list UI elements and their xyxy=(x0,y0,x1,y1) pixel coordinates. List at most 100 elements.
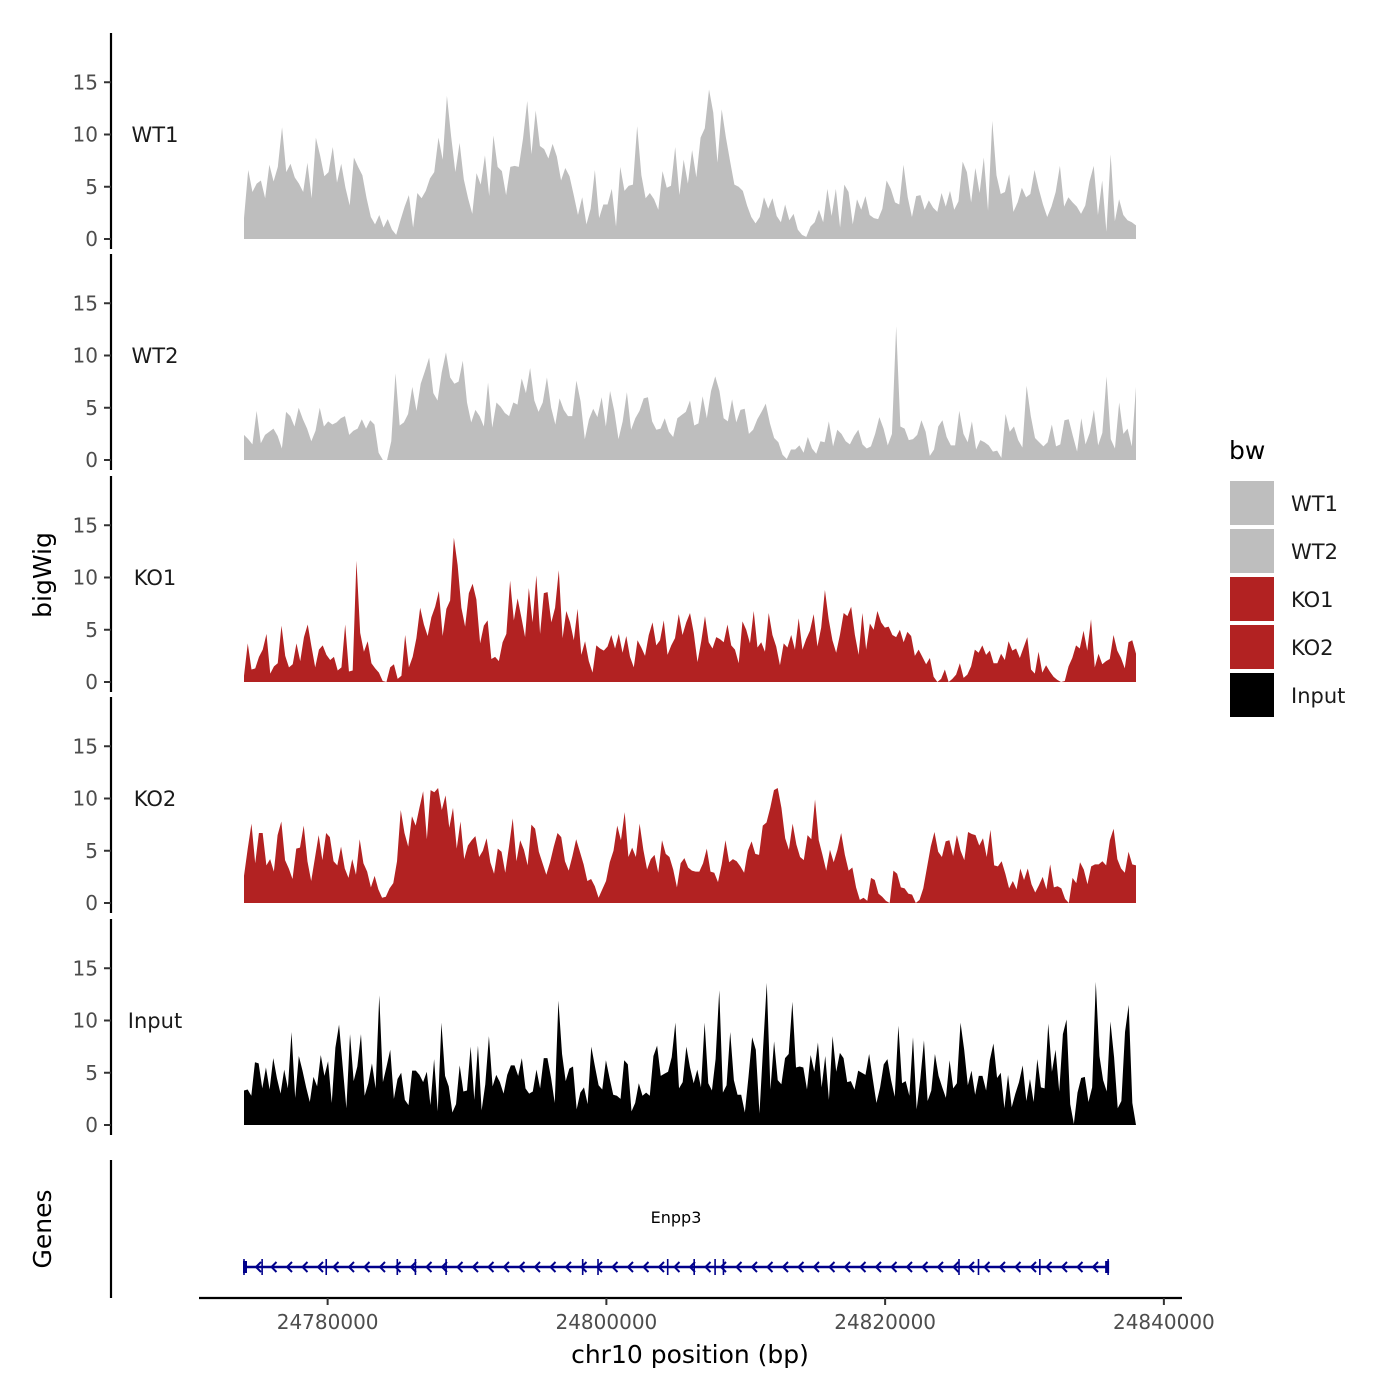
legend-swatch-ko1 xyxy=(1228,575,1276,623)
gene-strand-arrow-10 xyxy=(409,1261,417,1273)
gene-strand-arrow-3 xyxy=(301,1261,309,1273)
gene-strand-arrow-52 xyxy=(1060,1261,1068,1273)
gene-strand-arrow-26 xyxy=(657,1261,665,1273)
y-tick-label-input-5: 5 xyxy=(85,1061,98,1085)
gene-strand-arrow-35 xyxy=(797,1261,805,1273)
gene-strand-arrow-36 xyxy=(812,1261,820,1273)
gene-strand-arrow-37 xyxy=(828,1261,836,1273)
y-tick-label-wt2-5: 5 xyxy=(85,396,98,420)
gene-strand-arrow-54 xyxy=(1091,1261,1099,1273)
gene-strand-arrow-12 xyxy=(440,1261,448,1273)
gene-strand-arrow-1 xyxy=(270,1261,278,1273)
y-tick-label-wt1-5: 5 xyxy=(85,175,98,199)
gene-strand-arrow-46 xyxy=(967,1261,975,1273)
y-tick-label-wt2-0: 0 xyxy=(85,448,98,472)
y-tick-label-wt1-15: 15 xyxy=(73,70,98,94)
track-panel-ko2: 0 5 10 15 KO2 xyxy=(73,697,1136,915)
track-panel-ko1: 0 5 10 15 KO1 xyxy=(73,476,1136,694)
x-tick-label-24780000: 24780000 xyxy=(277,1310,379,1334)
legend-title: bw xyxy=(1229,436,1265,465)
track-label-ko1: KO1 xyxy=(134,566,177,590)
gene-strand-arrow-5 xyxy=(332,1261,340,1273)
gene-strand-arrow-53 xyxy=(1076,1261,1084,1273)
gene-start-cap-enpp3 xyxy=(243,1261,247,1273)
track-label-wt1: WT1 xyxy=(132,123,179,147)
gene-model-enpp3 xyxy=(243,1259,1110,1275)
genes-panel: Enpp3 xyxy=(109,1160,1110,1298)
track-panel-wt1: 0 5 10 15 WT1 xyxy=(73,33,1136,251)
gene-strand-arrow-48 xyxy=(998,1261,1006,1273)
gene-strand-arrow-33 xyxy=(766,1261,774,1273)
area-ko1 xyxy=(244,537,1136,682)
gene-strand-arrow-2 xyxy=(285,1261,293,1273)
gene-strand-arrow-49 xyxy=(1014,1261,1022,1273)
y-tick-label-ko2-0: 0 xyxy=(85,891,98,915)
area-ko2 xyxy=(244,788,1136,903)
gene-strand-arrow-20 xyxy=(564,1261,572,1273)
gene-strand-arrow-27 xyxy=(673,1261,681,1273)
gene-strand-arrow-41 xyxy=(890,1261,898,1273)
gene-strand-arrow-38 xyxy=(843,1261,851,1273)
gene-strand-arrow-40 xyxy=(874,1261,882,1273)
gene-strand-arrow-25 xyxy=(642,1261,650,1273)
gene-strand-arrow-21 xyxy=(580,1261,588,1273)
area-wt2 xyxy=(244,326,1136,460)
track-panel-input: 0 5 10 15 Input xyxy=(73,919,1136,1137)
legend-label-ko1: KO1 xyxy=(1291,588,1334,612)
track-label-input: Input xyxy=(128,1009,182,1033)
gene-strand-arrow-0 xyxy=(254,1261,262,1273)
track-label-ko2: KO2 xyxy=(134,787,177,811)
x-axis: 24780000 24800000 24820000 24840000 xyxy=(199,1296,1215,1334)
x-tick-label-24840000: 24840000 xyxy=(1113,1310,1215,1334)
y-tick-label-ko2-10: 10 xyxy=(73,787,98,811)
legend: bw WT1 WT2 KO1 KO2 Input xyxy=(1228,436,1345,719)
legend-swatch-wt2 xyxy=(1228,527,1276,575)
y-tick-label-wt2-10: 10 xyxy=(73,344,98,368)
gene-label-enpp3: Enpp3 xyxy=(651,1208,702,1227)
gene-strand-arrow-18 xyxy=(533,1261,541,1273)
gene-strand-arrow-30 xyxy=(719,1261,727,1273)
y-axis-title: bigWig xyxy=(28,532,57,618)
x-tick-label-24820000: 24820000 xyxy=(834,1310,936,1334)
y-tick-label-ko1-15: 15 xyxy=(73,513,98,537)
track-label-wt2: WT2 xyxy=(132,344,179,368)
gene-strand-arrow-9 xyxy=(394,1261,402,1273)
legend-label-wt1: WT1 xyxy=(1291,492,1338,516)
area-wt1 xyxy=(244,89,1136,239)
gene-strand-arrow-13 xyxy=(456,1261,464,1273)
gene-strand-arrow-8 xyxy=(378,1261,386,1273)
gene-strand-arrow-34 xyxy=(781,1261,789,1273)
gene-strand-arrow-43 xyxy=(921,1261,929,1273)
track-panel-wt2: 0 5 10 15 WT2 xyxy=(73,254,1136,472)
y-tick-label-input-15: 15 xyxy=(73,956,98,980)
legend-swatch-ko2 xyxy=(1228,623,1276,671)
gene-strand-arrow-42 xyxy=(905,1261,913,1273)
y-tick-label-wt1-10: 10 xyxy=(73,123,98,147)
legend-swatch-input xyxy=(1228,671,1276,719)
gene-strand-arrow-4 xyxy=(316,1261,324,1273)
y-tick-label-input-0: 0 xyxy=(85,1113,98,1137)
gene-strand-arrow-19 xyxy=(549,1261,557,1273)
legend-label-input: Input xyxy=(1291,684,1345,708)
legend-label-wt2: WT2 xyxy=(1291,540,1338,564)
gene-strand-arrow-44 xyxy=(936,1261,944,1273)
gene-strand-arrow-17 xyxy=(518,1261,526,1273)
y-tick-label-ko1-0: 0 xyxy=(85,670,98,694)
gene-strand-arrow-47 xyxy=(983,1261,991,1273)
y-tick-label-ko2-5: 5 xyxy=(85,839,98,863)
gene-strand-arrow-31 xyxy=(735,1261,743,1273)
y-tick-label-wt1-0: 0 xyxy=(85,227,98,251)
gene-strand-arrow-16 xyxy=(502,1261,510,1273)
y-tick-label-ko2-15: 15 xyxy=(73,734,98,758)
gene-strand-arrow-39 xyxy=(859,1261,867,1273)
y-tick-label-wt2-15: 15 xyxy=(73,291,98,315)
gene-strand-arrow-11 xyxy=(425,1261,433,1273)
y-tick-label-input-10: 10 xyxy=(73,1009,98,1033)
gene-strand-arrow-29 xyxy=(704,1261,712,1273)
y-tick-label-ko1-5: 5 xyxy=(85,618,98,642)
x-axis-title: chr10 position (bp) xyxy=(571,1340,809,1369)
gene-strand-arrow-45 xyxy=(952,1261,960,1273)
legend-swatch-wt1 xyxy=(1228,479,1276,527)
genes-axis-title: Genes xyxy=(28,1189,57,1268)
